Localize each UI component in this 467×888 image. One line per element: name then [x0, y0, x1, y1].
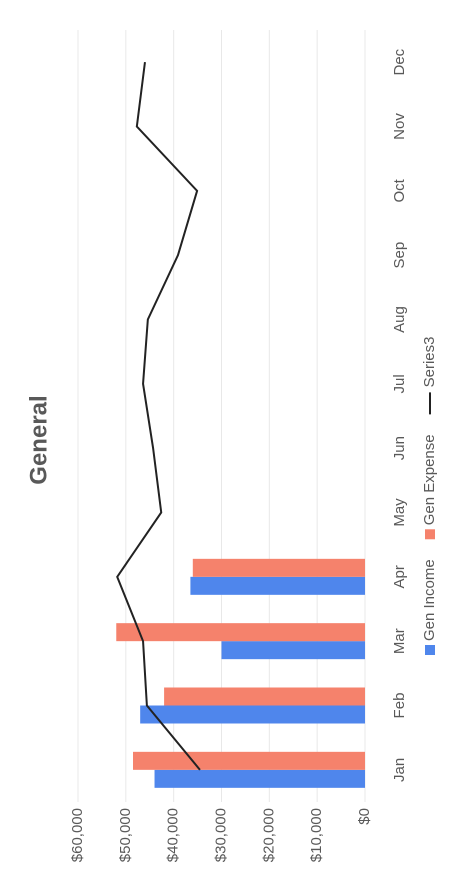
- y-tick-label: $10,000: [308, 808, 325, 862]
- bar: [133, 751, 365, 770]
- y-tick-label: $20,000: [260, 808, 277, 862]
- legend-marker: [425, 645, 435, 655]
- bar: [164, 687, 365, 706]
- x-tick-label: Jul: [391, 374, 408, 393]
- x-tick-label: Sep: [391, 242, 408, 269]
- x-tick-label: Feb: [391, 693, 408, 719]
- x-tick-label: Dec: [391, 48, 408, 75]
- y-tick-label: $50,000: [117, 808, 134, 862]
- rotated-frame: General $0 $10,000 $20,000 $30,000 $40,000 $5…: [25, 30, 438, 862]
- bar: [190, 576, 365, 595]
- y-tick-label: $0: [356, 808, 373, 825]
- legend-label: Gen Income: [421, 559, 438, 641]
- legend-label: Gen Expense: [421, 434, 438, 525]
- x-tick-label: Apr: [391, 565, 408, 588]
- legend-marker: [425, 529, 435, 540]
- bar: [192, 558, 365, 577]
- y-tick-label: $60,000: [69, 808, 86, 862]
- y-tick-label: $30,000: [212, 808, 229, 862]
- x-tick-label: Nov: [391, 113, 408, 140]
- x-tick-label: Jun: [391, 436, 408, 460]
- bar: [154, 769, 365, 788]
- x-tick-label: Jan: [391, 758, 408, 782]
- bar: [116, 623, 366, 642]
- chart-title: General: [25, 395, 52, 484]
- bar: [221, 641, 365, 660]
- x-tick-label: May: [391, 498, 408, 527]
- y-tick-label: $40,000: [165, 808, 182, 862]
- x-tick-label: Aug: [391, 306, 408, 333]
- bar: [140, 705, 365, 724]
- x-tick-label: Mar: [391, 628, 408, 654]
- legend-label: Series3: [421, 337, 438, 388]
- x-tick-label: Oct: [391, 178, 408, 202]
- line: [116, 62, 201, 771]
